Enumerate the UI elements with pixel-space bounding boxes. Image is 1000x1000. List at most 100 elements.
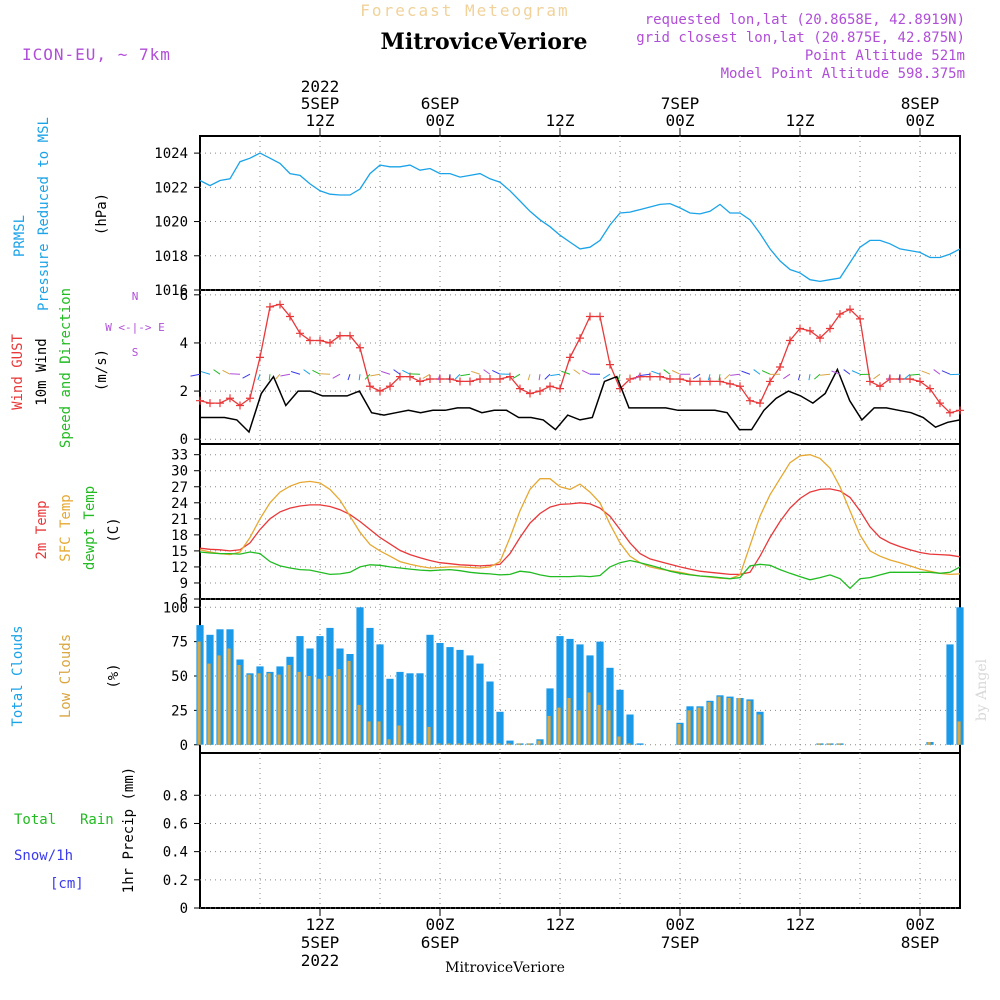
wind-direction-arrow (437, 374, 441, 381)
gust-marker (356, 343, 364, 352)
low-cloud-bar (517, 743, 521, 745)
low-cloud-bar (557, 707, 561, 745)
pressure-labels: PRMSL Pressure Reduced to MSL (hPa) (12, 117, 110, 311)
bottom-tick-label: 7SEP (661, 933, 700, 952)
ytick-label-temp: 6 (180, 592, 188, 608)
gust-marker (476, 375, 484, 384)
top-tick-label: 8SEP (901, 94, 940, 113)
model-label: ICON-EU, ~ 7km (22, 45, 171, 64)
total-cloud-bar (616, 689, 624, 745)
precip-label-axis: 1hr Precip (mm) (121, 767, 137, 893)
ytick-label-clouds: 75 (171, 635, 188, 651)
panel-frame-pressure (199, 135, 961, 291)
gust-marker (586, 312, 594, 321)
wind-direction-arrow (753, 369, 761, 375)
low-cloud-bar (357, 704, 361, 745)
wind-direction-arrow (280, 373, 291, 377)
gust-marker (716, 377, 724, 386)
wind-direction-arrow (851, 370, 861, 375)
gust-marker (276, 300, 284, 309)
gust-marker (956, 406, 964, 415)
wind-direction-arrow (640, 373, 651, 376)
gust-marker (486, 375, 494, 384)
wind-direction-arrow (527, 374, 531, 381)
low-cloud-bar (337, 669, 341, 745)
wind-direction-arrow (741, 370, 751, 375)
low-cloud-bar (747, 700, 751, 745)
total-cloud-bar (566, 638, 574, 745)
wind-direction-arrow (448, 374, 451, 381)
point-altitude: Point Altitude 521m (805, 48, 965, 64)
wind-direction-arrow (347, 374, 351, 381)
gust-marker (456, 377, 464, 386)
wind-line (200, 367, 961, 434)
top-tick-label: 12Z (306, 111, 335, 130)
gust-marker (256, 353, 264, 362)
wind-direction-arrow (651, 370, 661, 375)
gust-marker (236, 401, 244, 410)
ytick-label-clouds: 25 (171, 703, 188, 719)
wind-direction-arrow (663, 369, 671, 375)
ytick-label-temp: 33 (171, 448, 188, 464)
low-cloud-bar (837, 743, 841, 745)
low-cloud-bar (327, 676, 331, 745)
gust-marker (206, 399, 214, 408)
ytick-label-precip: 0.4 (163, 845, 188, 861)
wind-direction-arrow (671, 370, 681, 375)
total-cloud-bar (456, 649, 464, 745)
ytick-label-wind: 0 (180, 432, 188, 448)
low-cloud-bar (467, 743, 471, 745)
wind-direction-arrow (814, 373, 821, 380)
low-cloud-bar (347, 660, 351, 745)
gust-marker (906, 375, 914, 384)
gust-marker (266, 302, 274, 311)
wind-direction-arrow (550, 373, 561, 377)
wind-direction-arrow (268, 374, 271, 381)
low-cloud-bar (617, 736, 621, 745)
wind-label-speed: Speed and Direction (58, 288, 74, 448)
gust-marker (516, 384, 524, 393)
ytick-label-wind: 6 (180, 288, 188, 304)
ytick-label-temp: 30 (171, 464, 188, 480)
bottom-tick-label: 2022 (301, 951, 340, 970)
total-cloud-bar (466, 655, 474, 745)
wind-direction-arrow (381, 370, 391, 375)
wind-direction-arrow (471, 370, 481, 375)
total-cloud-bar (556, 636, 564, 745)
wind-direction-arrow (831, 370, 841, 375)
wind-direction-arrow (257, 374, 261, 381)
low-cloud-bar (227, 648, 231, 745)
total-cloud-bar (596, 641, 604, 745)
top-tick-label: 00Z (906, 111, 935, 130)
top-tick-label: 2022 (301, 77, 340, 96)
low-cloud-bar (387, 739, 391, 745)
gust-marker (736, 382, 744, 391)
gust-marker (856, 314, 864, 323)
gust-marker (226, 394, 234, 403)
wind-direction-arrow (730, 373, 741, 376)
total-cloud-bar (366, 627, 374, 745)
gust-marker (876, 382, 884, 391)
ytick-label-precip: 0 (180, 901, 188, 917)
gust-marker (216, 399, 224, 408)
low-cloud-bar (307, 676, 311, 745)
wind-direction-arrow (213, 369, 221, 375)
total-cloud-bar (946, 644, 954, 745)
wind-direction-arrow (492, 369, 501, 375)
ytick-label-clouds: 100 (163, 600, 188, 616)
pressure-label-unit: (hPa) (94, 193, 110, 235)
wind-direction-arrow (358, 374, 361, 381)
footer-location: MitroviceVeriore (445, 960, 565, 976)
low-cloud-bar (257, 673, 261, 745)
gust-marker (916, 377, 924, 386)
total-cloud-bar (496, 711, 504, 745)
low-cloud-bar (237, 665, 241, 745)
gust-marker (526, 389, 534, 398)
low-cloud-bar (607, 710, 611, 745)
wind-direction-arrow (242, 373, 251, 379)
compass-s: S (132, 346, 139, 359)
low-cloud-bar (817, 743, 821, 745)
gust-marker (306, 336, 314, 345)
wind-direction-arrow (761, 370, 771, 375)
